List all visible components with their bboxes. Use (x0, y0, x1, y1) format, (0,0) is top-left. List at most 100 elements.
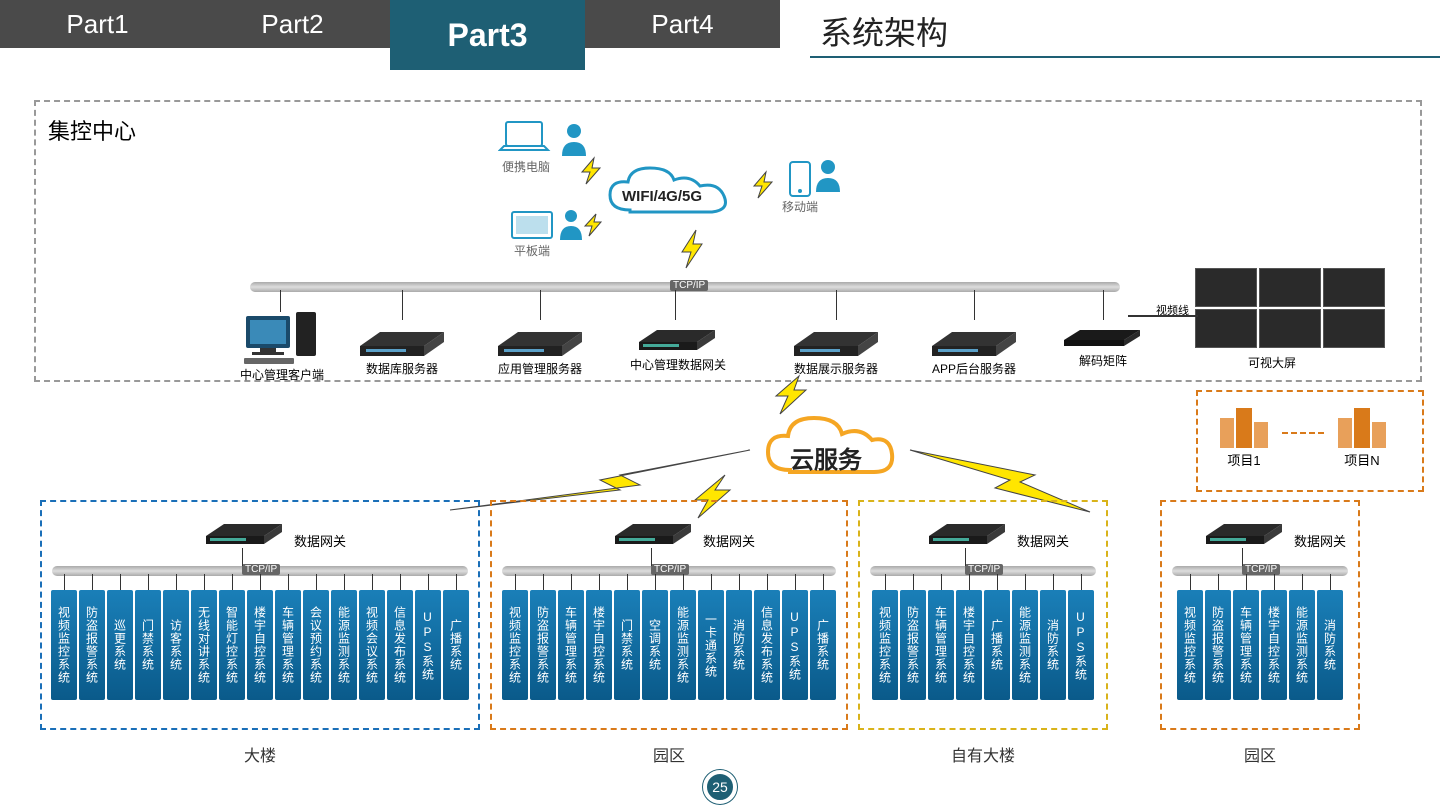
zone-title: 园区 (1244, 742, 1276, 766)
tab-part1[interactable]: Part1 (0, 0, 195, 48)
system-item: 车辆管理系统 (558, 590, 584, 700)
device-label: 中心管理数据网关 (630, 356, 726, 373)
system-item: 车辆管理系统 (1233, 590, 1259, 700)
data-gateway: 数据网关 (609, 512, 755, 550)
systems-row: 视频监控系统防盗报警系统车辆管理系统楼宇自控系统门禁系统空调系统能源监测系统一卡… (502, 590, 836, 700)
laptop-client: 便携电脑 (498, 120, 554, 175)
tablet-label: 平板端 (514, 242, 550, 259)
tab-part4[interactable]: Part4 (585, 0, 780, 48)
cloud-service-label: 云服务 (790, 440, 862, 475)
system-item: 广播系统 (984, 590, 1010, 700)
gateway-label: 数据网关 (1017, 531, 1069, 550)
system-item: 楼宇自控系统 (247, 590, 273, 700)
system-item: 能源监测系统 (1289, 590, 1315, 700)
laptop-label: 便携电脑 (502, 158, 550, 175)
system-item: 消防系统 (1317, 590, 1343, 700)
tab-part2[interactable]: Part2 (195, 0, 390, 48)
system-item: 楼宇自控系统 (1261, 590, 1287, 700)
project-1-label: 项目1 (1227, 450, 1260, 469)
zone-title: 大楼 (244, 742, 276, 766)
lightning-icon (748, 170, 778, 200)
projects-connector (1282, 432, 1324, 434)
gateway-label: 数据网关 (294, 531, 346, 550)
systems-row: 视频监控系统防盗报警系统巡更系统门禁系统访客系统无线对讲系统智能灯控系统楼宇自控… (51, 590, 469, 700)
center-device: 应用管理服务器 (490, 318, 590, 377)
system-item: 空调系统 (642, 590, 668, 700)
lightning-icon (580, 212, 606, 238)
lightning-icon (576, 156, 606, 186)
system-item: 能源监测系统 (1012, 590, 1038, 700)
system-item: 消防系统 (1040, 590, 1066, 700)
system-item: 视频监控系统 (1177, 590, 1203, 700)
zone-title: 自有大楼 (951, 742, 1015, 766)
system-item: 视频监控系统 (51, 590, 77, 700)
system-item: 视频会议系统 (359, 590, 385, 700)
zone-title: 园区 (653, 742, 685, 766)
device-label: 应用管理服务器 (498, 360, 582, 377)
center-device: 数据展示服务器 (786, 318, 886, 377)
project-n: 项目N (1334, 400, 1390, 469)
tab-bar: Part1 Part2 Part3 Part4 (0, 0, 1440, 62)
data-gateway: 数据网关 (923, 512, 1069, 550)
system-item: 防盗报警系统 (79, 590, 105, 700)
system-item: 能源监测系统 (670, 590, 696, 700)
system-item: 会议预约系统 (303, 590, 329, 700)
system-item: 车辆管理系统 (275, 590, 301, 700)
system-item: 门禁系统 (614, 590, 640, 700)
video-wall (1195, 268, 1385, 348)
system-item: 防盗报警系统 (530, 590, 556, 700)
page-number-badge: 25 (703, 770, 737, 804)
center-device: 解码矩阵 (1058, 318, 1148, 369)
system-item: 访客系统 (163, 590, 189, 700)
center-device: 中心管理数据网关 (630, 318, 726, 373)
system-item: 门禁系统 (135, 590, 161, 700)
control-center-title: 集控中心 (48, 114, 136, 146)
system-item: UPS系统 (782, 590, 808, 700)
system-item: 视频监控系统 (872, 590, 898, 700)
system-item: 无线对讲系统 (191, 590, 217, 700)
data-gateway: 数据网关 (1200, 512, 1346, 550)
system-item: 视频监控系统 (502, 590, 528, 700)
mobile-client: 移动端 (782, 160, 818, 215)
video-wall-label: 可视大屏 (1248, 354, 1296, 371)
title-underline (810, 56, 1440, 58)
system-item: 楼宇自控系统 (586, 590, 612, 700)
system-item: 广播系统 (810, 590, 836, 700)
systems-row: 视频监控系统防盗报警系统车辆管理系统楼宇自控系统广播系统能源监测系统消防系统UP… (872, 590, 1094, 700)
person-icon (560, 122, 588, 156)
system-item: 防盗报警系统 (900, 590, 926, 700)
device-label: 中心管理客户端 (240, 366, 324, 383)
system-item: 智能灯控系统 (219, 590, 245, 700)
system-item: 巡更系统 (107, 590, 133, 700)
system-item: 楼宇自控系统 (956, 590, 982, 700)
system-item: UPS系统 (415, 590, 441, 700)
person-icon (814, 158, 842, 192)
device-label: APP后台服务器 (932, 360, 1016, 377)
lightning-icon (764, 372, 814, 416)
page-title: 系统架构 (820, 8, 948, 54)
project-n-label: 项目N (1344, 450, 1379, 469)
device-label: 解码矩阵 (1079, 352, 1127, 369)
wifi-cloud-label: WIFI/4G/5G (622, 188, 702, 205)
gateway-label: 数据网关 (1294, 531, 1346, 550)
data-gateway: 数据网关 (200, 512, 346, 550)
mobile-label: 移动端 (782, 198, 818, 215)
center-device: APP后台服务器 (924, 318, 1024, 377)
system-item: 信息发布系统 (387, 590, 413, 700)
gateway-label: 数据网关 (703, 531, 755, 550)
system-item: UPS系统 (1068, 590, 1094, 700)
tab-part3[interactable]: Part3 (390, 0, 585, 70)
tcpip-label: TCP/IP (242, 564, 280, 575)
lightning-icon (676, 228, 706, 270)
systems-row: 视频监控系统防盗报警系统车辆管理系统楼宇自控系统能源监测系统消防系统 (1177, 590, 1343, 700)
system-item: 广播系统 (443, 590, 469, 700)
device-label: 数据展示服务器 (794, 360, 878, 377)
project-1: 项目1 (1216, 400, 1272, 469)
device-label: 数据库服务器 (366, 360, 438, 377)
system-item: 防盗报警系统 (1205, 590, 1231, 700)
system-item: 信息发布系统 (754, 590, 780, 700)
system-item: 消防系统 (726, 590, 752, 700)
system-item: 一卡通系统 (698, 590, 724, 700)
system-item: 能源监测系统 (331, 590, 357, 700)
center-device: 中心管理客户端 (240, 310, 324, 383)
